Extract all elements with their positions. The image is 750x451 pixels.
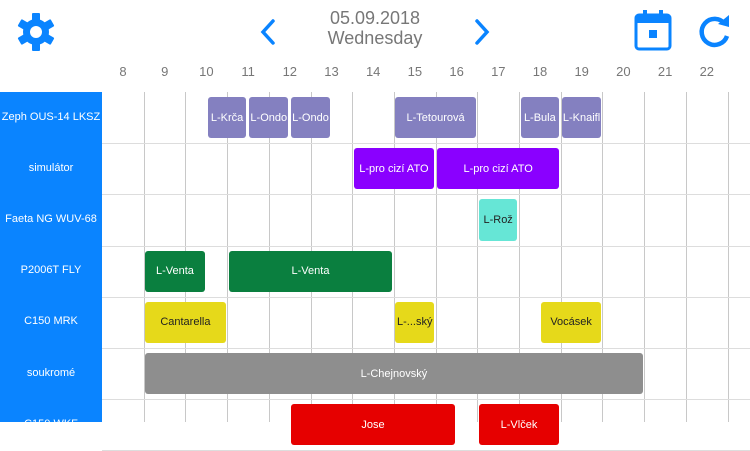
hour-label: 18 bbox=[532, 64, 548, 79]
hour-label: 20 bbox=[616, 64, 631, 79]
row-divider bbox=[102, 245, 750, 247]
gear-icon[interactable] bbox=[16, 12, 56, 52]
hour-label: 19 bbox=[574, 64, 589, 79]
row-divider bbox=[102, 194, 750, 196]
hour-label: 14 bbox=[365, 64, 381, 79]
grid-line bbox=[644, 92, 646, 422]
row-divider bbox=[102, 399, 750, 401]
booking-block[interactable]: L-pro cizí ATO bbox=[353, 148, 435, 190]
booking-block[interactable]: L-...ský bbox=[395, 301, 435, 343]
hour-label: 17 bbox=[491, 64, 506, 79]
hour-label: 10 bbox=[199, 64, 214, 79]
hour-label: 8 bbox=[119, 64, 127, 79]
date: 05.09.2018 bbox=[329, 8, 421, 28]
resource-label[interactable]: C150 MRK bbox=[24, 315, 78, 328]
grid-line bbox=[727, 92, 729, 422]
grid-line bbox=[560, 92, 562, 422]
resource-label[interactable]: P2006T FLY bbox=[20, 264, 82, 277]
booking-block[interactable]: L-Krča bbox=[207, 97, 247, 139]
booking-block[interactable]: L-Ondo bbox=[291, 97, 330, 139]
hour-label: 21 bbox=[657, 64, 673, 79]
booking-block[interactable]: L-Venta bbox=[228, 250, 393, 292]
hour-label: 15 bbox=[407, 64, 423, 79]
booking-block[interactable]: L-Venta bbox=[145, 250, 205, 292]
weekday: Wednesday bbox=[327, 28, 423, 48]
resource-label[interactable]: C150 WKF bbox=[24, 417, 78, 430]
booking-block[interactable]: L-Rož bbox=[478, 199, 518, 241]
hour-label: 9 bbox=[161, 64, 169, 79]
booking-block[interactable]: L-Vlček bbox=[478, 404, 560, 446]
resource-label[interactable]: Zeph OUS-14 LKSZ bbox=[1, 110, 101, 123]
calendar-icon[interactable] bbox=[634, 9, 672, 51]
booking-block[interactable]: Cantarella bbox=[145, 301, 226, 343]
hour-label: 16 bbox=[449, 64, 464, 79]
grid-line bbox=[685, 92, 687, 422]
resource-label[interactable]: soukromé bbox=[26, 366, 76, 379]
row-divider bbox=[102, 348, 750, 349]
booking-block[interactable]: L-Chejnovský bbox=[145, 353, 643, 395]
date-display: 05.09.2018 Wednesday bbox=[300, 8, 450, 48]
chevron-left-icon[interactable] bbox=[258, 18, 278, 46]
booking-block[interactable]: L-Ondo bbox=[249, 97, 289, 139]
booking-block[interactable]: L-Tetourová bbox=[395, 97, 476, 139]
grid-line bbox=[519, 92, 520, 422]
booking-block[interactable]: L-Knaifl bbox=[562, 97, 601, 139]
booking-block[interactable]: L-pro cizí ATO bbox=[437, 148, 560, 190]
grid-line bbox=[393, 92, 395, 422]
hour-label: 13 bbox=[324, 64, 339, 79]
resource-label[interactable]: Faeta NG WUV-68 bbox=[5, 213, 97, 225]
booking-block[interactable]: Jose bbox=[291, 404, 455, 446]
hour-label: 12 bbox=[282, 64, 298, 79]
grid-line bbox=[602, 92, 604, 422]
refresh-icon[interactable] bbox=[696, 12, 734, 50]
hour-label: 11 bbox=[241, 64, 255, 79]
resource-label[interactable]: simulátor bbox=[28, 161, 74, 174]
grid-line bbox=[143, 92, 145, 422]
grid-line bbox=[477, 92, 479, 422]
booking-block[interactable]: L-Bula bbox=[520, 97, 560, 139]
booking-block[interactable]: Vocásek bbox=[541, 301, 601, 343]
row-divider bbox=[102, 296, 750, 298]
row-divider bbox=[102, 143, 750, 145]
grid-line bbox=[227, 92, 229, 422]
chevron-right-icon[interactable] bbox=[472, 18, 492, 46]
hour-label: 22 bbox=[699, 64, 715, 79]
resource-sidebar bbox=[0, 92, 102, 422]
grid-line bbox=[435, 92, 437, 422]
